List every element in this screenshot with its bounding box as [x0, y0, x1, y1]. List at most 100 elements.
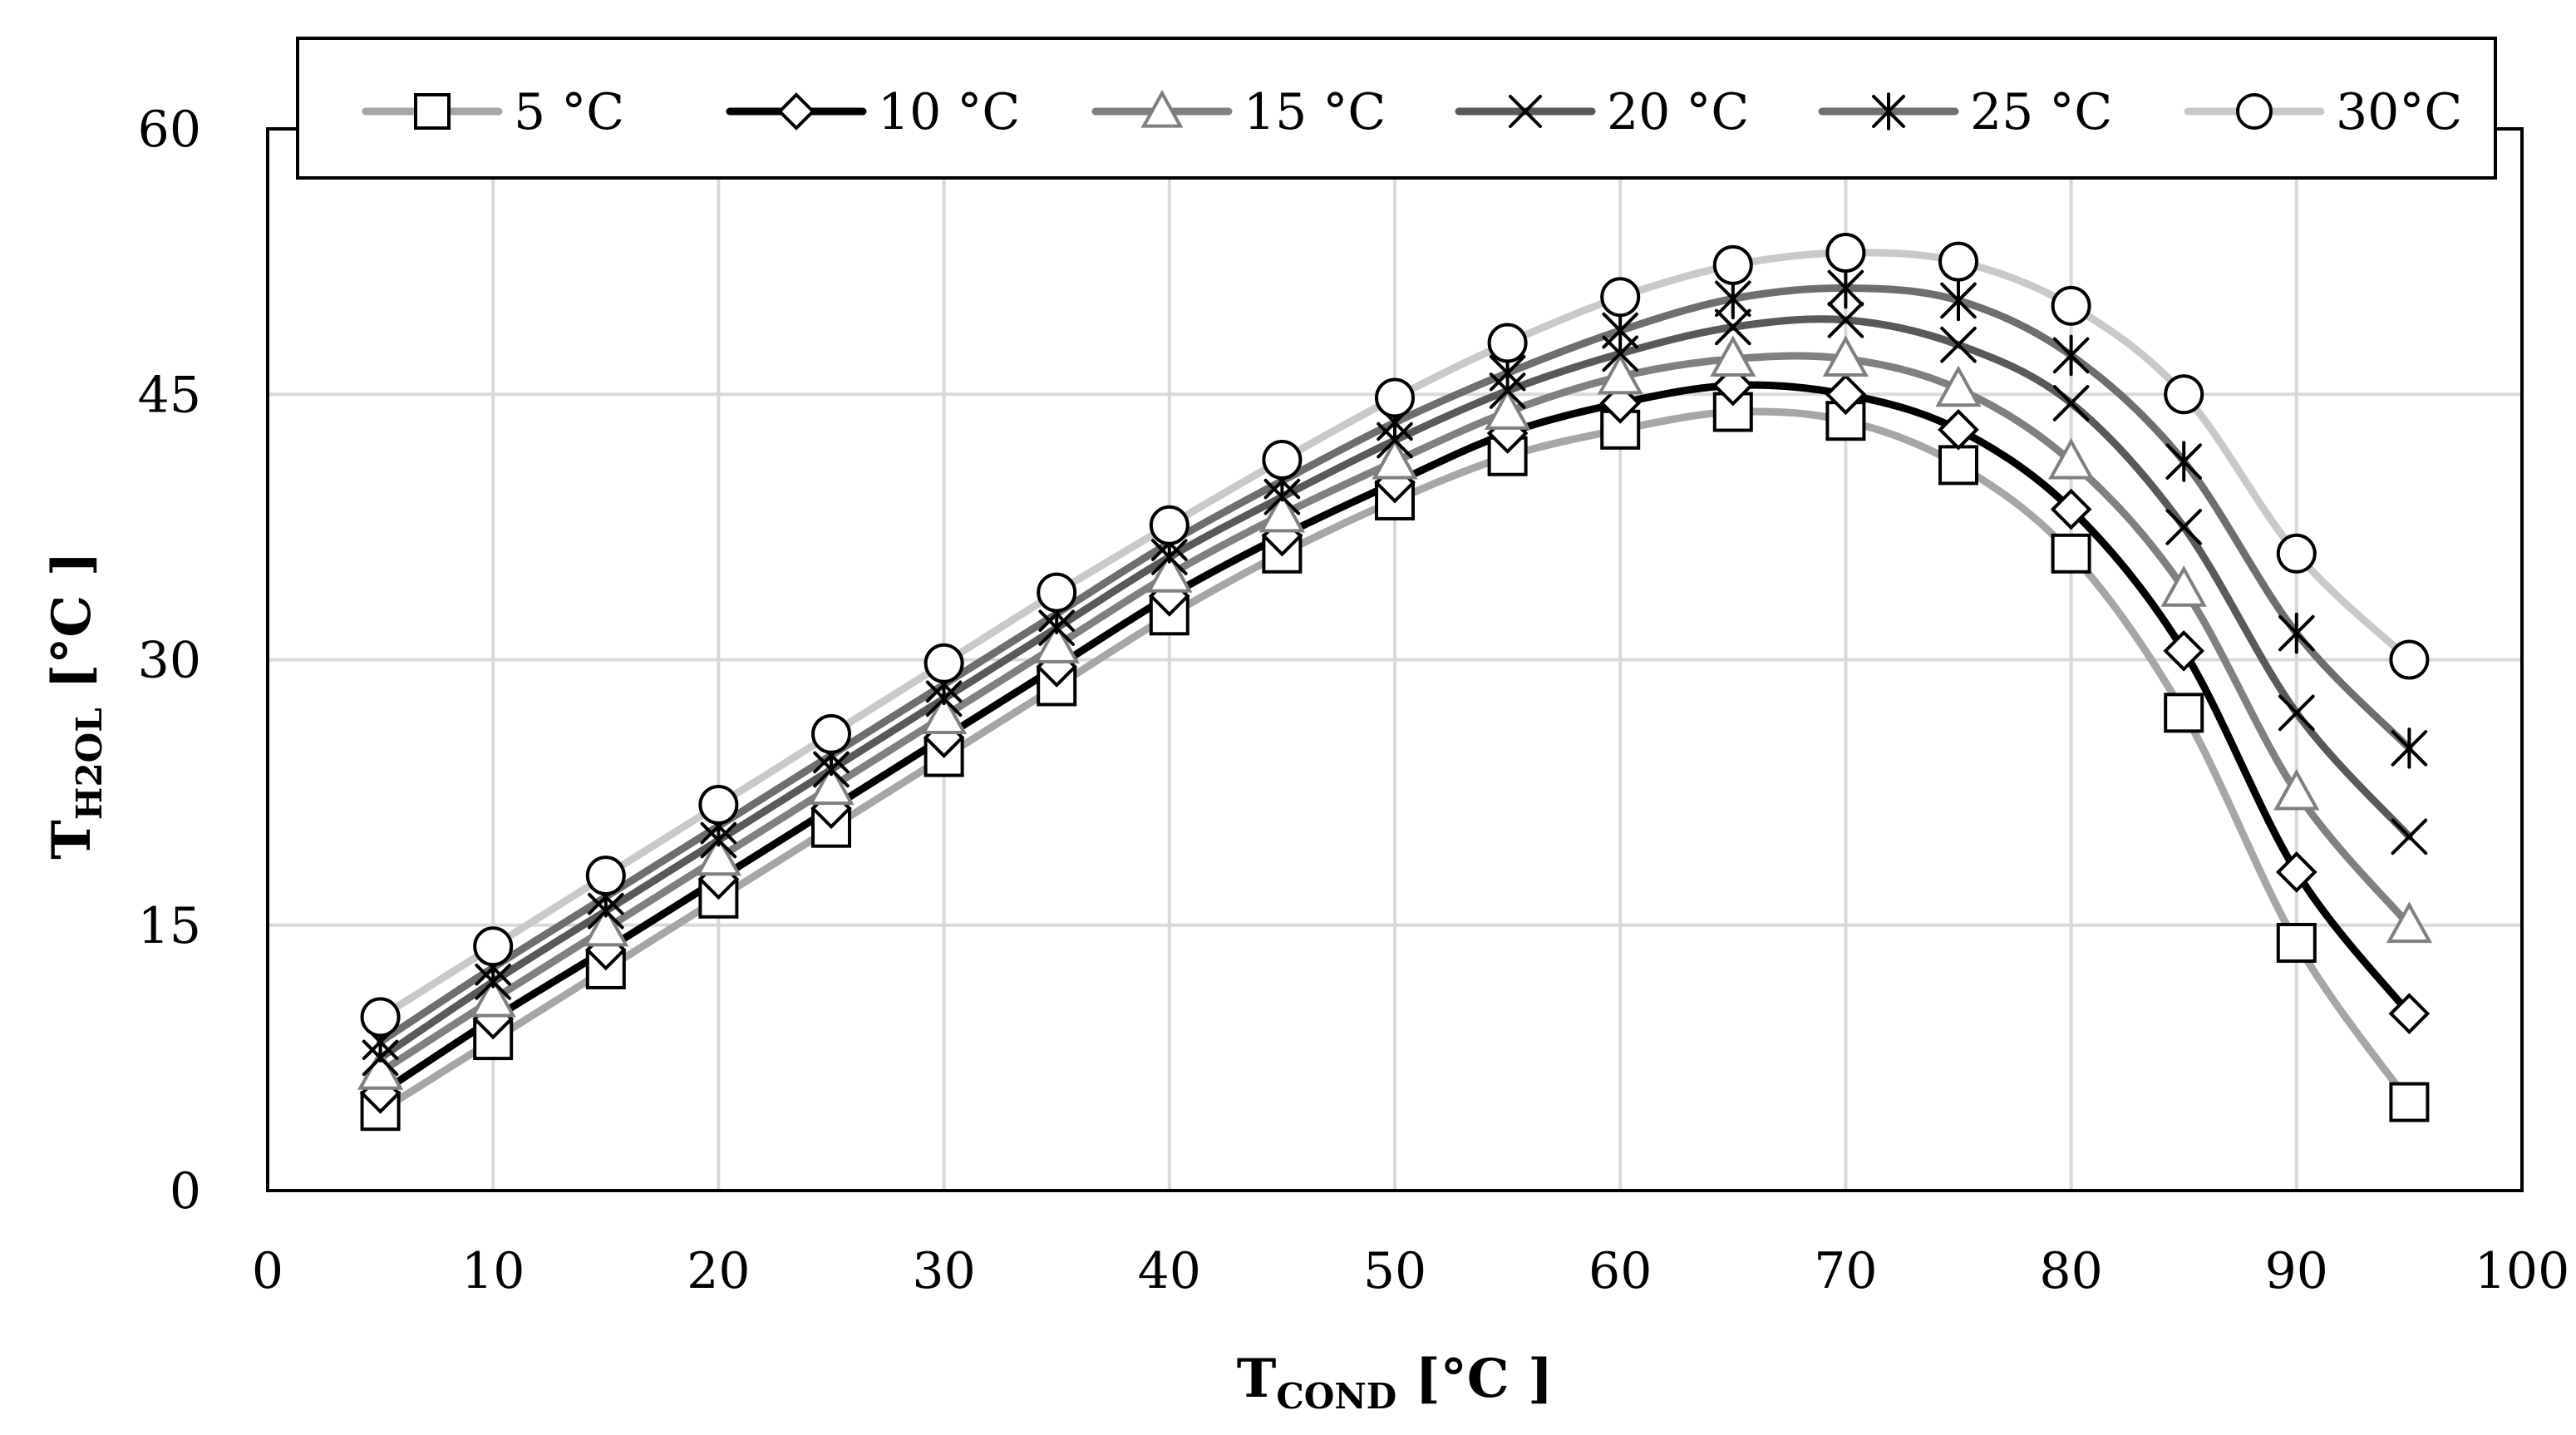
y-axis-title-unit: [°C ]: [41, 551, 103, 708]
legend-marker-asterisk: [1872, 92, 1905, 131]
data-point-circle: [2164, 374, 2204, 415]
data-point-triangle: [808, 763, 855, 806]
data-point-diamond: [1938, 408, 1979, 451]
data-point-asterisk: [1602, 309, 1638, 352]
data-point-circle: [360, 997, 401, 1038]
data-point-triangle: [1146, 551, 1193, 593]
data-point-circle: [1825, 232, 1866, 273]
legend-marker-circle: [2236, 93, 2273, 130]
legend-label-2: 10 °C: [878, 83, 1020, 141]
data-point-diamond: [2275, 851, 2317, 893]
data-point-square: [2276, 923, 2317, 964]
data-point-circle: [1938, 241, 1978, 282]
data-point-asterisk: [1940, 279, 1977, 322]
y-tick-label: 45: [138, 366, 201, 424]
data-point-circle: [1262, 439, 1303, 480]
x-tick-label: 10: [461, 1242, 525, 1300]
data-point-circle: [585, 856, 626, 896]
data-point-triangle: [470, 975, 516, 1018]
data-point-triangle: [2160, 565, 2207, 607]
data-point-x: [1715, 308, 1751, 346]
data-point-circle: [1600, 277, 1641, 318]
x-tick-label: 20: [687, 1242, 750, 1300]
data-point-circle: [698, 785, 739, 826]
y-axis-title-main: T: [41, 820, 103, 860]
data-point-triangle: [1372, 437, 1418, 480]
data-point-circle: [2051, 285, 2091, 326]
data-point-diamond: [2388, 993, 2431, 1034]
data-point-triangle: [1258, 491, 1305, 533]
legend-marker-x: [1509, 95, 1542, 128]
data-point-diamond: [2163, 630, 2205, 672]
data-point-triangle: [2273, 768, 2320, 811]
data-point-circle: [1712, 244, 1753, 285]
x-axis-title: TCOND [°C ]: [1237, 1348, 1554, 1417]
data-point-triangle: [1033, 622, 1080, 663]
legend: 5 °C 10 °C 15 °C 20 °C 25 °C 30°C: [296, 37, 2497, 180]
data-point-circle: [473, 926, 514, 967]
data-point-circle: [2276, 533, 2317, 574]
x-tick-label: 60: [1588, 1242, 1652, 1300]
x-tick-label: 80: [2039, 1242, 2102, 1300]
data-point-diamond: [1825, 373, 1867, 416]
y-tick-label: 15: [138, 897, 201, 955]
y-axis-title: TH2OL [°C ]: [41, 551, 110, 860]
legend-label-4: 20 °C: [1607, 83, 1749, 141]
data-point-circle: [924, 643, 964, 683]
data-point-x: [1827, 302, 1864, 338]
legend-label-3: 15 °C: [1244, 83, 1386, 141]
x-tick-label: 100: [2475, 1242, 2570, 1300]
data-point-triangle: [2048, 437, 2095, 480]
legend-label-6: 30°C: [2336, 83, 2462, 141]
legend-label-1: 5 °C: [514, 83, 624, 141]
legend-marker-square: [414, 93, 451, 130]
data-point-diamond: [2050, 488, 2092, 530]
data-point-asterisk: [2165, 441, 2202, 482]
data-point-x: [2391, 818, 2428, 856]
data-point-circle: [2389, 639, 2430, 680]
data-point-triangle: [695, 834, 741, 876]
data-point-x: [2165, 509, 2202, 545]
series-markers: [357, 232, 2432, 1132]
data-point-x: [2278, 694, 2315, 732]
data-point-asterisk: [2391, 727, 2428, 769]
y-tick-label: 60: [138, 101, 201, 159]
x-tick-label: 90: [2265, 1242, 2328, 1300]
data-point-asterisk: [2278, 612, 2315, 654]
legend-box: [296, 37, 2497, 180]
data-point-asterisk: [2052, 334, 2090, 377]
data-point-circle: [1149, 505, 1189, 545]
data-point-triangle: [1485, 388, 1531, 430]
data-point-square: [2389, 1082, 2430, 1122]
x-tick-label: 70: [1814, 1242, 1877, 1300]
x-axis-title-sub: COND: [1276, 1376, 1396, 1417]
data-point-triangle: [1822, 335, 1869, 377]
data-point-circle: [811, 713, 851, 754]
data-point-circle: [1037, 572, 1077, 613]
data-point-asterisk: [1827, 267, 1864, 309]
data-point-circle: [1375, 377, 1415, 418]
legend-marker-diamond: [777, 92, 815, 131]
data-point-x: [1940, 326, 1977, 363]
x-tick-label: 0: [252, 1242, 283, 1300]
y-tick-label: 30: [138, 632, 201, 690]
data-point-square: [2164, 693, 2204, 733]
legend-label-5: 25 °C: [1970, 83, 2112, 141]
tick-labels: 0 10 20 30 40 50 60 70 80 90 100 0 15 30 45 60: [138, 101, 2570, 1300]
legend-marker-triangle: [1140, 89, 1184, 128]
x-tick-label: 50: [1363, 1242, 1426, 1300]
data-point-triangle: [1597, 353, 1643, 395]
x-tick-label: 30: [912, 1242, 975, 1300]
x-tick-label: 40: [1138, 1242, 1201, 1300]
data-point-x: [2052, 385, 2090, 422]
x-axis-title-main: T: [1237, 1348, 1277, 1410]
data-point-square: [2051, 533, 2091, 574]
data-point-triangle: [1710, 335, 1756, 377]
data-point-triangle: [583, 905, 629, 947]
x-axis-title-unit: [°C ]: [1396, 1348, 1553, 1410]
y-axis-title-sub: H2OL: [69, 708, 110, 820]
data-point-square: [1938, 445, 1978, 486]
data-point-triangle: [921, 693, 968, 734]
